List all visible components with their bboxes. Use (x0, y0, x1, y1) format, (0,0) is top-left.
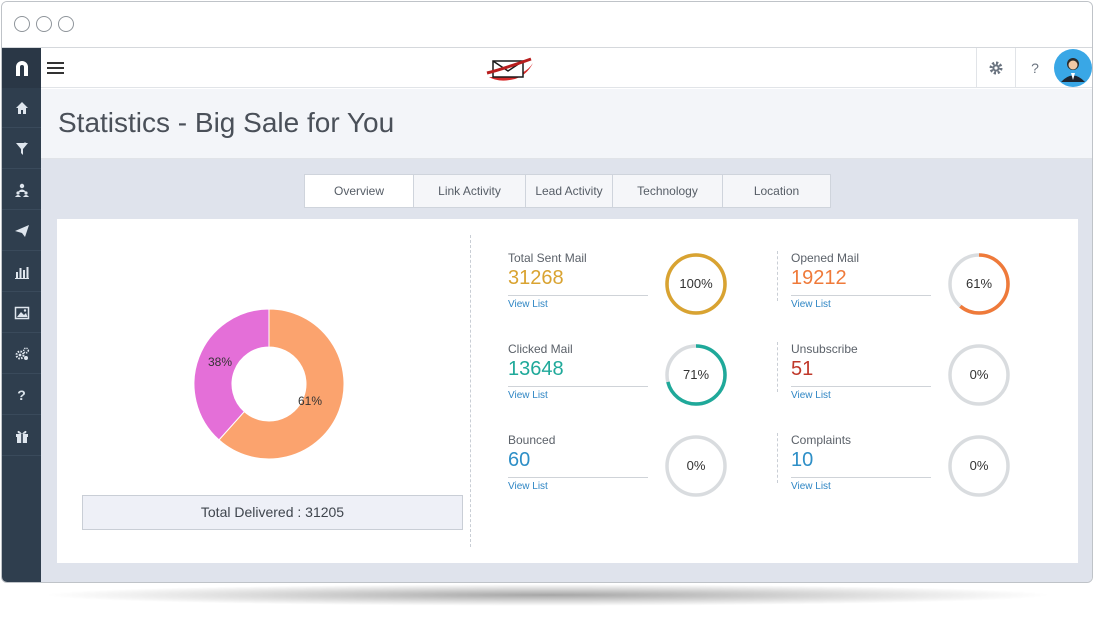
stat-value: 13648 (508, 358, 564, 380)
paper-plane-icon (14, 224, 29, 237)
tab-overview[interactable]: Overview (305, 175, 414, 207)
stat-value: 60 (508, 449, 531, 471)
stat-opened: Opened Mail 19212 View List 61% (791, 251, 1041, 331)
stat-percent: 71% (682, 367, 710, 382)
top-bar: ? (41, 48, 1092, 88)
stat-value: 19212 (791, 267, 847, 289)
gears-icon (15, 346, 29, 360)
stat-rule (791, 386, 931, 387)
donut-label-unopened: 38% (208, 355, 233, 369)
stat-rule (791, 477, 931, 478)
sidebar-item-filter[interactable] (2, 129, 41, 169)
magnet-logo-icon (15, 61, 28, 76)
sidebar-item-gift[interactable] (2, 416, 41, 456)
view-list-link[interactable]: View List (508, 481, 548, 492)
window-shadow (40, 584, 1055, 606)
overview-panel: 61% 38% Total Delivered : 31205 Total Se… (57, 219, 1078, 563)
sidebar-item-bar-chart[interactable] (2, 252, 41, 292)
stat-percent: 61% (965, 276, 993, 291)
stat-unsubscribe: Unsubscribe 51 View List 0% (791, 342, 1041, 422)
view-list-link[interactable]: View List (791, 299, 831, 310)
stat-progress-ring (665, 344, 727, 406)
tab-lead-activity[interactable]: Lead Activity (526, 175, 613, 207)
tab-location[interactable]: Location (753, 184, 800, 198)
stat-label: Total Sent Mail (508, 251, 587, 265)
stat-progress-arc (948, 253, 1010, 315)
user-avatar[interactable] (1054, 48, 1092, 88)
stat-label: Bounced (508, 433, 556, 447)
users-icon (14, 183, 29, 197)
stat-rule (508, 386, 648, 387)
stat-percent: 0% (969, 367, 989, 382)
stat-label: Clicked Mail (508, 342, 573, 356)
window-minimize-dot[interactable] (36, 16, 52, 32)
stat-separator (777, 342, 778, 392)
window-titlebar (2, 2, 1092, 48)
gift-icon (15, 430, 28, 443)
sidebar-item-paper-plane[interactable] (2, 211, 41, 251)
stat-progress-ring (665, 435, 727, 497)
help-button[interactable]: ? (1015, 48, 1054, 88)
page-header: Statistics - Big Sale for You (41, 89, 1092, 159)
delivery-donut-chart (194, 309, 344, 459)
stat-separator (777, 251, 778, 301)
stat-rule (508, 295, 648, 296)
user-avatar-icon (1054, 49, 1092, 87)
stat-percent: 0% (969, 458, 989, 473)
stat-progress-ring (948, 435, 1010, 497)
stat-bounced: Bounced 60 View List 0% (508, 433, 758, 513)
image-icon (14, 306, 29, 319)
stat-rule (508, 477, 648, 478)
stat-label: Complaints (791, 433, 852, 447)
stat-value: 31268 (508, 267, 564, 289)
total-delivered-box: Total Delivered : 31205 (82, 495, 463, 530)
gear-icon (989, 61, 1003, 75)
stat-percent: 0% (686, 458, 706, 473)
panel-divider (470, 235, 471, 547)
view-list-link[interactable]: View List (791, 481, 831, 492)
sidebar-item-help[interactable]: ? (2, 375, 41, 415)
sidebar: ? (2, 48, 41, 582)
stat-value: 10 (791, 449, 814, 471)
mail-logo-icon (486, 57, 533, 81)
stat-progress-ring (665, 253, 727, 315)
stat-percent: 100% (679, 276, 713, 291)
home-icon (15, 101, 28, 114)
tab-link-activity[interactable]: Link Activity (414, 175, 526, 207)
window-close-dot[interactable] (14, 16, 30, 32)
view-list-link[interactable]: View List (508, 390, 548, 401)
help-icon: ? (17, 386, 26, 403)
tab-bar: Overview Link Activity Lead Activity Tec… (304, 174, 831, 208)
menu-toggle-icon[interactable] (47, 62, 64, 74)
stat-separator (777, 433, 778, 483)
app-logo[interactable] (2, 48, 41, 88)
stat-progress-ring (948, 253, 1010, 315)
stat-label: Unsubscribe (791, 342, 858, 356)
filter-icon (15, 142, 28, 155)
donut-slice-unopened (194, 309, 270, 441)
help-icon: ? (1031, 60, 1039, 76)
sidebar-item-users[interactable] (2, 170, 41, 210)
settings-button[interactable] (976, 48, 1015, 88)
stat-rule (791, 295, 931, 296)
stat-total-sent: Total Sent Mail 31268 View List 100% (508, 251, 758, 331)
donut-slice-opened (218, 309, 344, 459)
sidebar-item-image[interactable] (2, 293, 41, 333)
page-title: Statistics - Big Sale for You (58, 107, 395, 138)
stat-label: Opened Mail (791, 251, 860, 265)
bar-chart-icon (14, 266, 29, 279)
tab-technology[interactable]: Technology (613, 175, 723, 207)
stat-progress-arc (665, 344, 727, 406)
stat-clicked: Clicked Mail 13648 View List 71% (508, 342, 758, 422)
sidebar-item-home[interactable] (2, 88, 41, 128)
sidebar-item-gears[interactable] (2, 334, 41, 374)
donut-label-opened: 61% (298, 394, 323, 408)
view-list-link[interactable]: View List (508, 299, 548, 310)
window-maximize-dot[interactable] (58, 16, 74, 32)
stat-complaints: Complaints 10 View List 0% (791, 433, 1041, 513)
view-list-link[interactable]: View List (791, 390, 831, 401)
stat-value: 51 (791, 358, 814, 380)
stat-progress-arc (665, 253, 727, 315)
stat-progress-ring (948, 344, 1010, 406)
